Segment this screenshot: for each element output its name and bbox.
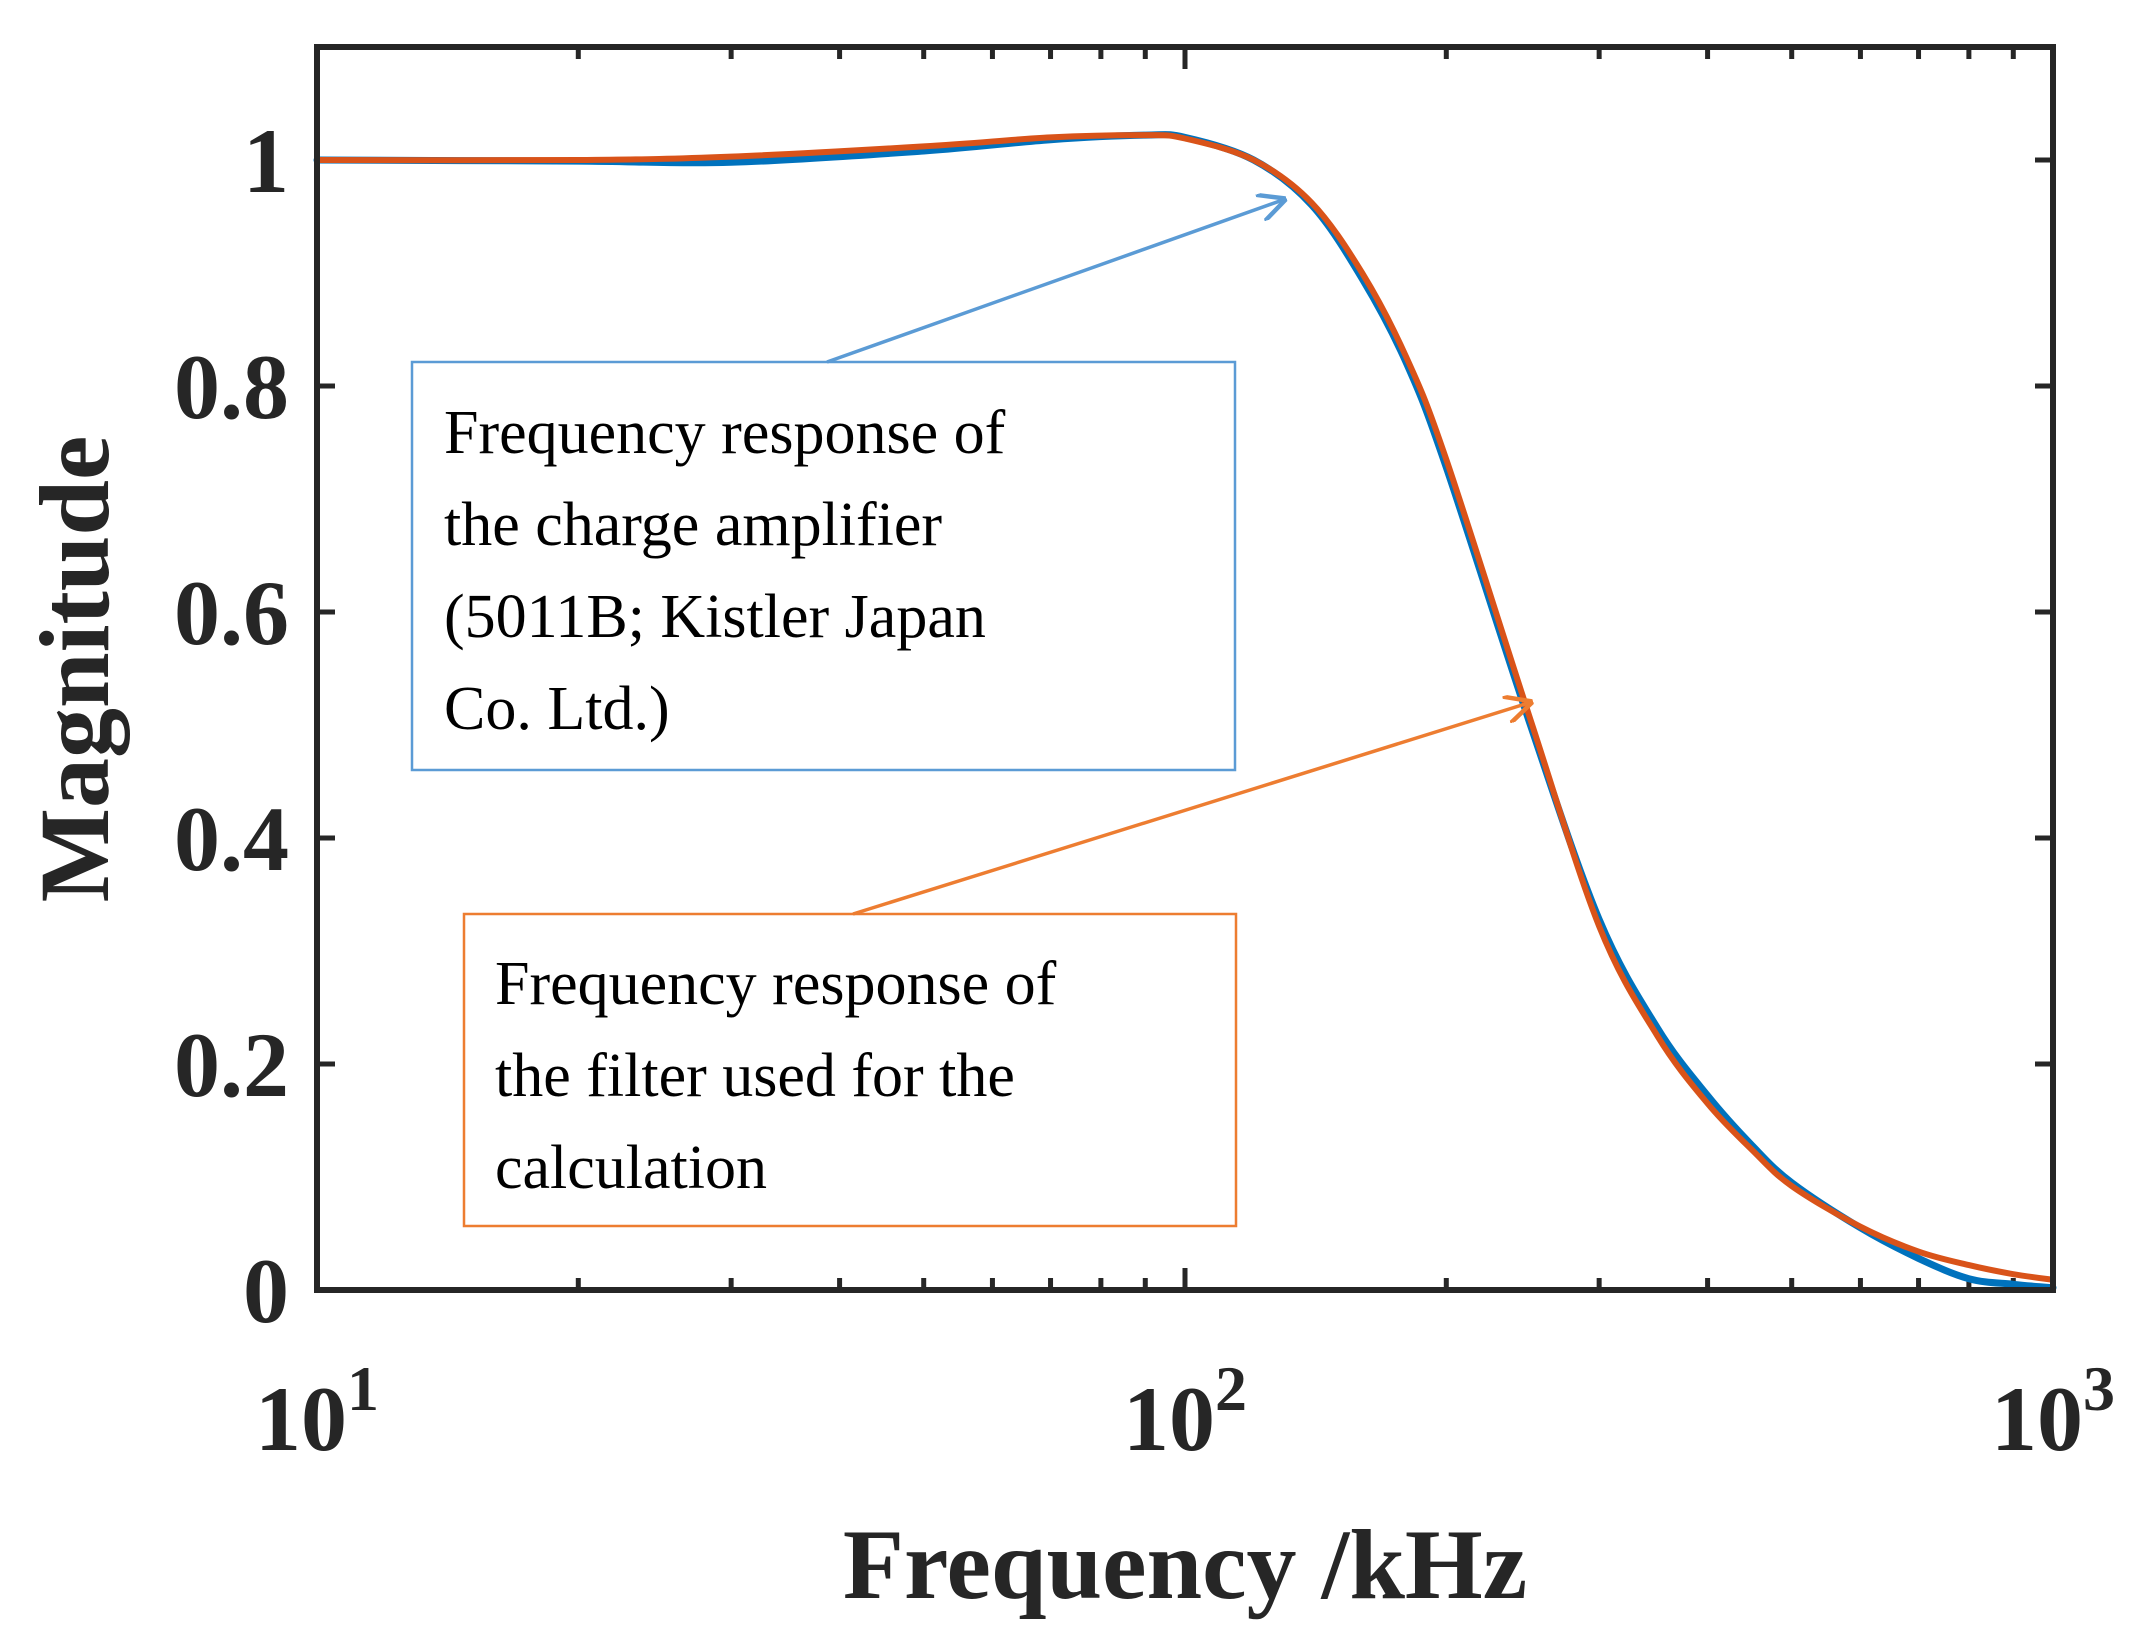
x-axis-label: Frequency /kHz [843, 1509, 1527, 1620]
y-tick-label: 0.2 [174, 1014, 289, 1116]
annotation-text-line: the filter used for the [495, 1042, 1015, 1110]
annotation-text-line: (5011B; Kistler Japan [444, 583, 986, 651]
y-tick-label: 1 [243, 110, 289, 212]
annotation-2: Frequency response of the filter used for… [462, 702, 1530, 1228]
annotation-box [462, 912, 1238, 1228]
annotation-text-line: the charge amplifier [444, 491, 942, 559]
x-tick-label: 102 [1123, 1353, 1247, 1470]
x-tick-label: 103 [1991, 1353, 2115, 1470]
y-tick-label: 0.6 [174, 562, 289, 664]
x-tick-label: 101 [255, 1353, 379, 1470]
y-axis-label: Magnitude [19, 436, 130, 903]
x-tick-labels: 101 102 103 [255, 1353, 2115, 1470]
annotation-text-line: Frequency response of [495, 950, 1057, 1018]
y-tick-label: 0.8 [174, 336, 289, 438]
plot-frame [314, 44, 2056, 1293]
y-tick-label: 0.4 [174, 788, 289, 890]
annotation-text-line: Frequency response of [444, 399, 1006, 467]
annotation-arrow [852, 702, 1530, 916]
annotation-box [410, 360, 1237, 772]
annotations: Frequency response of the charge amplifie… [410, 200, 1530, 1228]
y-tick-label: 0 [243, 1240, 289, 1342]
annotation-1: Frequency response of the charge amplifie… [410, 200, 1284, 772]
y-tick-labels: 0 0.2 0.4 0.6 0.8 1 [174, 110, 289, 1342]
annotation-text-line: Co. Ltd.) [444, 675, 670, 743]
annotation-arrow [826, 200, 1284, 364]
series-line-2 [314, 132, 2056, 1283]
annotation-text-line: calculation [495, 1134, 767, 1202]
series-lines [313, 131, 2057, 1292]
